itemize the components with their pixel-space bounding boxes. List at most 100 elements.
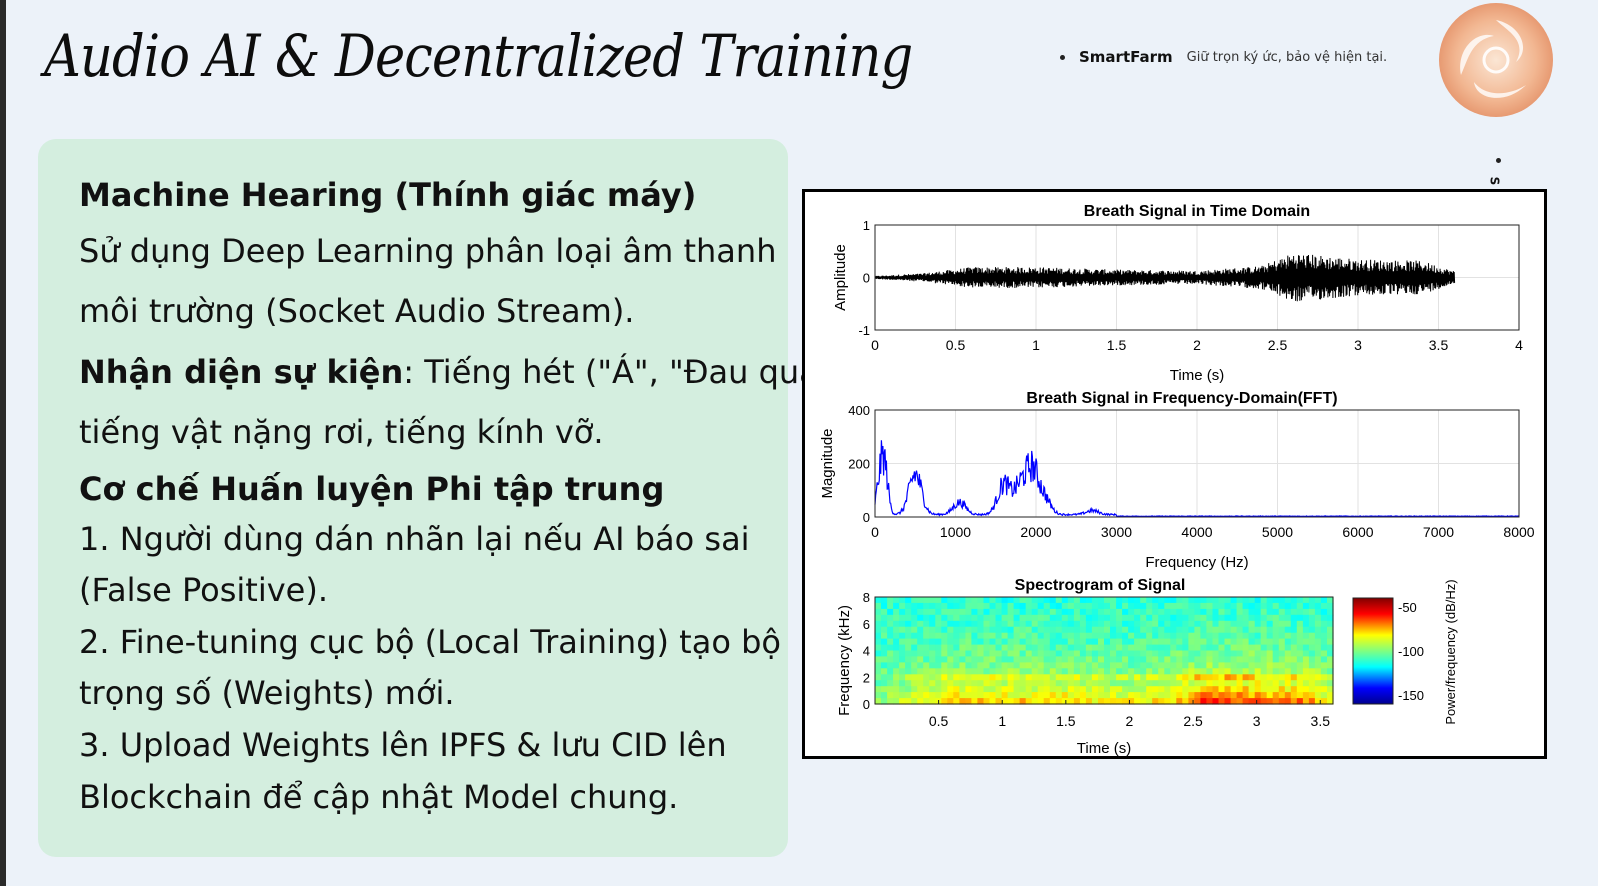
spectrogram-cell (1140, 608, 1147, 616)
spectrogram-cell (1164, 638, 1171, 646)
spectrogram-cell (917, 638, 924, 646)
spectrogram-cell (1158, 638, 1165, 646)
spectrogram-cell (1278, 614, 1286, 622)
spectrogram-cell (1110, 614, 1117, 622)
spectrogram-cell (887, 680, 894, 687)
spectrogram-cell (1314, 632, 1322, 640)
x-tick-label: 0.5 (929, 713, 949, 729)
spectrogram-cell (923, 632, 930, 640)
spectrogram-cell (1104, 608, 1111, 616)
spectrogram-cell (1170, 680, 1177, 687)
spectrogram-cell (1230, 698, 1238, 705)
spectrogram-cell (1110, 626, 1117, 634)
spectrogram-cell (995, 614, 1003, 622)
spectrogram-cell (1110, 686, 1117, 693)
spectrogram-cell (881, 662, 888, 669)
colorbar-label: Power/frequency (dB/Hz) (1443, 579, 1458, 724)
spectrogram-cell (1260, 626, 1268, 634)
spectrogram-cell (1272, 680, 1280, 687)
spectrogram-cell (1260, 602, 1268, 610)
spectrogram-cell (1164, 662, 1171, 669)
spectrogram-cell (1128, 644, 1135, 652)
spectrogram-cell (923, 686, 930, 693)
spectrogram-cell (1085, 674, 1093, 681)
spectrogram-cell (1194, 674, 1201, 681)
spectrogram-cell (1230, 608, 1238, 616)
spectrogram-cell (1134, 644, 1141, 652)
spectrogram-cell (1170, 608, 1177, 616)
spectrogram-cell (1176, 632, 1183, 640)
spectrogram-cell (1007, 656, 1015, 663)
spectrogram-cell (1007, 626, 1015, 634)
spectrogram-cell (1290, 686, 1298, 693)
spectrogram-cell (1212, 597, 1220, 604)
spectrogram-cell (959, 620, 966, 628)
spectrogram-cell (935, 692, 942, 699)
spectrogram-cell (1079, 597, 1087, 604)
spectrogram-cell (875, 608, 882, 616)
spectrogram-cell (1236, 692, 1244, 699)
spectrogram-cell (983, 698, 991, 705)
spectrogram-cell (1128, 597, 1135, 604)
spectrogram-cell (1272, 644, 1280, 652)
chart-title: Breath Signal in Time Domain (1084, 203, 1310, 220)
spectrogram-cell (1001, 602, 1009, 610)
spectrogram-cell (1218, 638, 1226, 646)
step-line: 3. Upload Weights lên IPFS & lưu CID lên (79, 726, 727, 764)
spectrogram-cell (1067, 597, 1075, 604)
spectrogram-cell (947, 620, 954, 628)
spectrogram-cell (1079, 638, 1087, 646)
spectrogram-cell (959, 614, 966, 622)
spectrogram-cell (1043, 608, 1051, 616)
spectrogram-cell (971, 698, 978, 705)
spectrogram-cell (1218, 656, 1226, 663)
spectrogram-cell (1308, 638, 1316, 646)
spectrogram-cell (1320, 638, 1328, 646)
spectrogram-cell (977, 698, 984, 705)
spectrogram-cell (1037, 686, 1045, 693)
spectrogram-cell (1284, 602, 1292, 610)
spectrogram-cell (1164, 668, 1171, 675)
spectrogram-cell (1236, 686, 1244, 693)
spectrogram-cell (953, 644, 960, 652)
spectrogram-cell (899, 656, 906, 663)
spectrogram-cell (1098, 668, 1105, 675)
spectrogram-cell (1206, 650, 1213, 657)
spectrogram-cell (1037, 644, 1045, 652)
spectrogram-cell (1007, 680, 1015, 687)
left-edge-bar (0, 0, 6, 886)
spectrogram-cell (1146, 698, 1153, 705)
spectrogram-cell (1218, 608, 1226, 616)
spectrogram-cell (881, 638, 888, 646)
spectrogram-cell (1176, 662, 1183, 669)
spectrogram-cell (1236, 674, 1244, 681)
spectrogram-cell (1025, 608, 1033, 616)
y-tick-label: 0 (863, 510, 870, 525)
colorbar (1352, 597, 1394, 705)
spectrogram-cell (1290, 692, 1298, 699)
spectrogram-cell (941, 698, 948, 705)
spectrogram-cell (953, 656, 960, 663)
spectrogram-cell (1128, 668, 1135, 675)
spectrogram-cell (1079, 662, 1087, 669)
spectrogram-cell (1055, 644, 1063, 652)
spectrogram-cell (1116, 650, 1123, 657)
spectrogram-cell (1091, 620, 1099, 628)
x-axis-label: Time (s) (1077, 740, 1131, 756)
spectrogram-cell (953, 668, 960, 675)
spectrogram-cell (1327, 674, 1334, 681)
spectrogram-cell (1236, 614, 1244, 622)
x-tick-label: 1.5 (1107, 337, 1127, 353)
spectrogram-cell (1320, 686, 1328, 693)
spectrogram-cell (1200, 656, 1207, 663)
spectrogram-cell (1327, 686, 1334, 693)
spectrogram-cell (941, 614, 948, 622)
spectrogram-cell (1037, 597, 1045, 604)
content-card: Machine Hearing (Thính giác máy) Sử dụng… (38, 139, 856, 857)
spectrogram-cell (1128, 620, 1135, 628)
spectrogram-cell (1122, 638, 1129, 646)
spectrogram-cell (893, 662, 900, 669)
spectrogram-cell (1254, 608, 1262, 616)
spectrogram-cell (1182, 662, 1189, 669)
spectrogram-cell (1248, 680, 1256, 687)
